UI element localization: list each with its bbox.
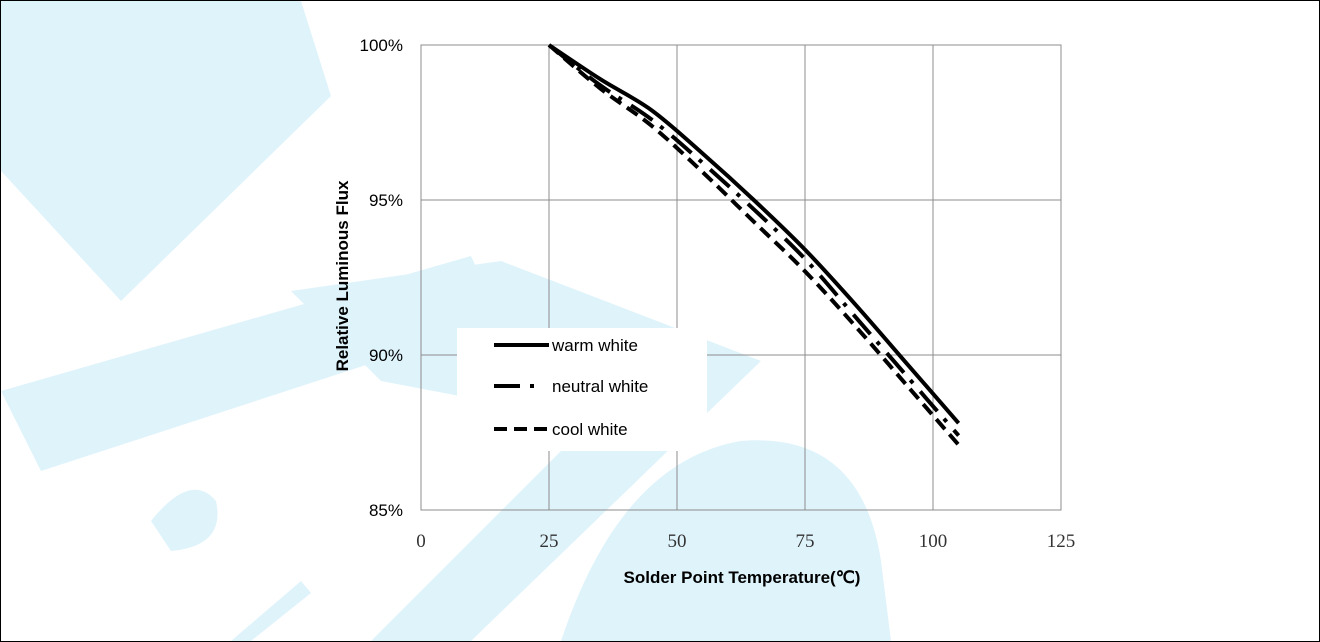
x-tick-label: 25 [540, 531, 559, 552]
legend: warm white neutral white cool white [494, 336, 648, 439]
watermark-shape-6 [231, 581, 311, 641]
watermark-shapes [1, 1, 891, 641]
series-lines [547, 43, 961, 447]
series-line-cool-white [547, 43, 961, 447]
watermark-shape-5 [151, 489, 218, 551]
x-tick-label: 0 [416, 531, 426, 552]
series-line-warm-white [547, 43, 961, 425]
x-tick-label: 125 [1047, 531, 1076, 552]
y-tick-label: 100% [360, 36, 403, 55]
y-axis-title: Relative Luminous Flux [333, 180, 352, 371]
plot-area-border [420, 44, 1062, 511]
y-tick-label: 85% [369, 501, 403, 520]
x-tick-label: 100 [919, 531, 948, 552]
y-axis-ticks: 85% 90% 95% 100% [360, 36, 403, 520]
x-axis-title: Solder Point Temperature(℃) [624, 568, 861, 587]
x-axis-ticks: 0 25 50 75 100 125 [416, 531, 1075, 552]
legend-label-warm-white: warm white [551, 336, 638, 355]
watermark-shape-4 [561, 440, 891, 641]
y-tick-label: 95% [369, 191, 403, 210]
series-line-neutral-white [547, 43, 961, 437]
x-tick-label: 50 [668, 531, 687, 552]
watermark-shape-1 [1, 1, 331, 301]
legend-label-neutral-white: neutral white [552, 377, 648, 396]
x-tick-label: 75 [796, 531, 815, 552]
legend-label-cool-white: cool white [552, 420, 628, 439]
y-tick-label: 90% [369, 346, 403, 365]
